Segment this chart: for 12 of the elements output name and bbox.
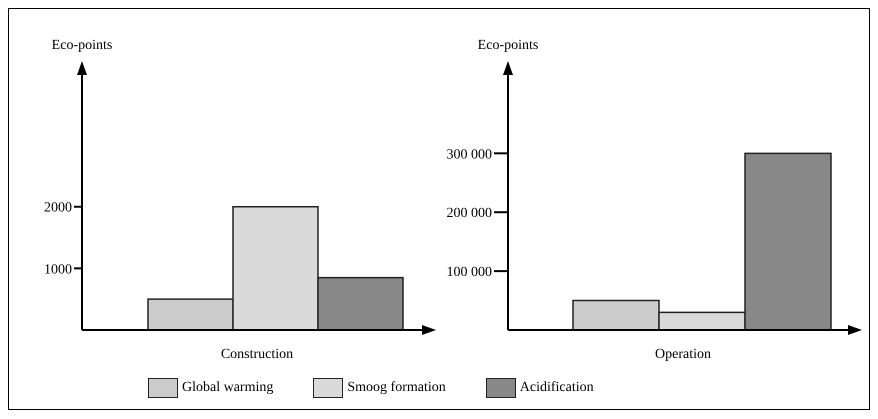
y-tick-label: 2000 — [44, 200, 72, 216]
y-tick-label: 200 000 — [446, 206, 492, 222]
y-tick-label: 1000 — [44, 262, 72, 278]
x-axis-title: Construction — [220, 347, 294, 362]
y-tick-label: 100 000 — [446, 265, 492, 280]
legend-label: Acidification — [520, 380, 594, 396]
x-axis-title: Operation — [655, 347, 711, 362]
y-tick-label: 300 000 — [446, 147, 492, 162]
legend-label: Global warming — [182, 380, 274, 396]
y-axis-title: Eco-points — [50, 38, 114, 54]
y-axis-title: Eco-points — [476, 38, 540, 54]
legend-label: Smoog formation — [347, 380, 446, 396]
